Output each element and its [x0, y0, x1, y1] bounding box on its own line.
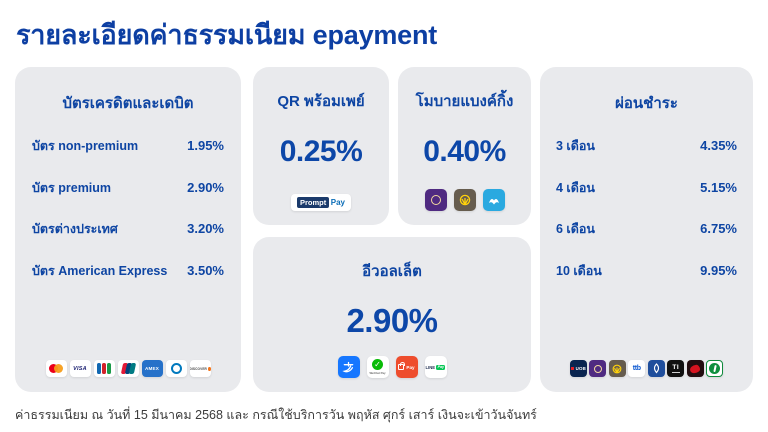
- footer-note: ค่าธรรมเนียม ณ วันที่ 15 มีนาคม 2568 และ…: [15, 408, 537, 422]
- scb-bank-icon: [589, 360, 607, 377]
- fee-value: 3.50%: [187, 262, 224, 278]
- diners-club-icon: [165, 360, 187, 377]
- krungsri-app-icon: [453, 189, 476, 211]
- card-credit-title: บัตรเครดิตและเดบิต: [62, 95, 194, 112]
- uob-bank-icon: UOB: [569, 360, 587, 377]
- fee-label: บัตร American Express: [32, 263, 168, 278]
- fee-row-10-months: 10 เดือน 9.95%: [556, 261, 737, 281]
- mastercard-icon: [45, 360, 67, 377]
- amex-icon: AMEX: [141, 360, 163, 377]
- card-qr-promptpay: QR พร้อมเพย์ 0.25% Prompt Pay: [253, 67, 389, 225]
- ewallet-rate: 2.90%: [346, 302, 438, 339]
- fee-value: 2.90%: [187, 179, 224, 195]
- ewallet-icons: ✓ WeChat Pay Pay LINE Pay: [337, 356, 447, 378]
- cimb-bank-icon: [686, 360, 704, 377]
- fee-row-non-premium: บัตร non-premium 1.95%: [32, 136, 224, 156]
- krungthai-app-icon: [482, 189, 505, 211]
- fee-row-premium: บัตร premium 2.90%: [32, 178, 224, 198]
- card-ewallet: อีวอลเล็ต 2.90% ✓ WeChat Pay Pay LINE Pay: [253, 237, 531, 392]
- discover-icon: DISCOVER: [189, 360, 211, 377]
- wechat-pay-icon: ✓ WeChat Pay: [366, 356, 389, 378]
- credit-fee-rows: บัตร non-premium 1.95% บัตร premium 2.90…: [32, 136, 224, 281]
- fee-row-amex: บัตร American Express 3.50%: [32, 261, 224, 281]
- line-pay-icon: LINE Pay: [424, 356, 447, 378]
- fee-value: 9.95%: [700, 262, 737, 278]
- fee-value: 6.75%: [700, 221, 737, 236]
- fee-row-3-months: 3 เดือน 4.35%: [556, 136, 737, 156]
- page-title: รายละเอียดค่าธรรมเนียม epayment: [16, 20, 438, 50]
- card-installment: ผ่อนชำระ 3 เดือน 4.35% 4 เดือน 5.15% 6 เ…: [540, 67, 753, 392]
- card-credit-debit: บัตรเครดิตและเดบิต บัตร non-premium 1.95…: [15, 67, 241, 392]
- fee-label: บัตร premium: [32, 180, 112, 195]
- fee-value: 3.20%: [187, 221, 224, 236]
- mobile-banking-rate: 0.40%: [423, 135, 506, 168]
- shopee-pay-icon: Pay: [395, 356, 418, 378]
- card-ewallet-title: อีวอลเล็ต: [362, 263, 422, 280]
- card-mobile-title: โมบายแบงค์กิ้ง: [415, 93, 514, 110]
- promptpay-logo-icon: Prompt Pay: [291, 194, 351, 211]
- card-qr-title: QR พร้อมเพย์: [277, 93, 365, 110]
- fee-label: บัตร non-premium: [32, 139, 139, 153]
- fee-label: 10 เดือน: [556, 263, 602, 278]
- card-mobile-banking: โมบายแบงค์กิ้ง 0.40%: [398, 67, 531, 225]
- scb-app-icon: [424, 189, 447, 211]
- tisco-bank-icon: TI: [667, 360, 685, 377]
- fee-value: 4.35%: [700, 138, 737, 153]
- fee-label: 4 เดือน: [556, 180, 595, 195]
- qr-rate: 0.25%: [279, 135, 363, 168]
- krungsri-bank-icon: [608, 360, 626, 377]
- bangkok-bank-icon: [647, 360, 665, 377]
- fee-row-foreign: บัตรต่างประเทศ 3.20%: [32, 219, 224, 239]
- mobile-banking-app-icons: [424, 189, 505, 211]
- fee-label: บัตรต่างประเทศ: [32, 222, 118, 236]
- installment-bank-icons: UOB ttb TI: [556, 360, 737, 377]
- fee-label: 6 เดือน: [556, 222, 595, 236]
- ttb-bank-icon: ttb: [628, 360, 646, 377]
- visa-icon: VISA: [69, 360, 91, 377]
- jcb-icon: [93, 360, 115, 377]
- unionpay-icon: [117, 360, 139, 377]
- fee-value: 1.95%: [187, 138, 224, 153]
- fee-label: 3 เดือน: [556, 139, 595, 153]
- alipay-icon: [337, 356, 360, 378]
- kbank-bank-icon: [706, 360, 724, 377]
- installment-fee-rows: 3 เดือน 4.35% 4 เดือน 5.15% 6 เดือน 6.75…: [556, 136, 737, 281]
- fee-row-4-months: 4 เดือน 5.15%: [556, 178, 737, 198]
- card-brand-icons: VISA AMEX DISCOVER: [32, 360, 224, 377]
- fee-row-6-months: 6 เดือน 6.75%: [556, 219, 737, 239]
- card-installment-title: ผ่อนชำระ: [615, 95, 678, 112]
- fee-value: 5.15%: [700, 179, 737, 195]
